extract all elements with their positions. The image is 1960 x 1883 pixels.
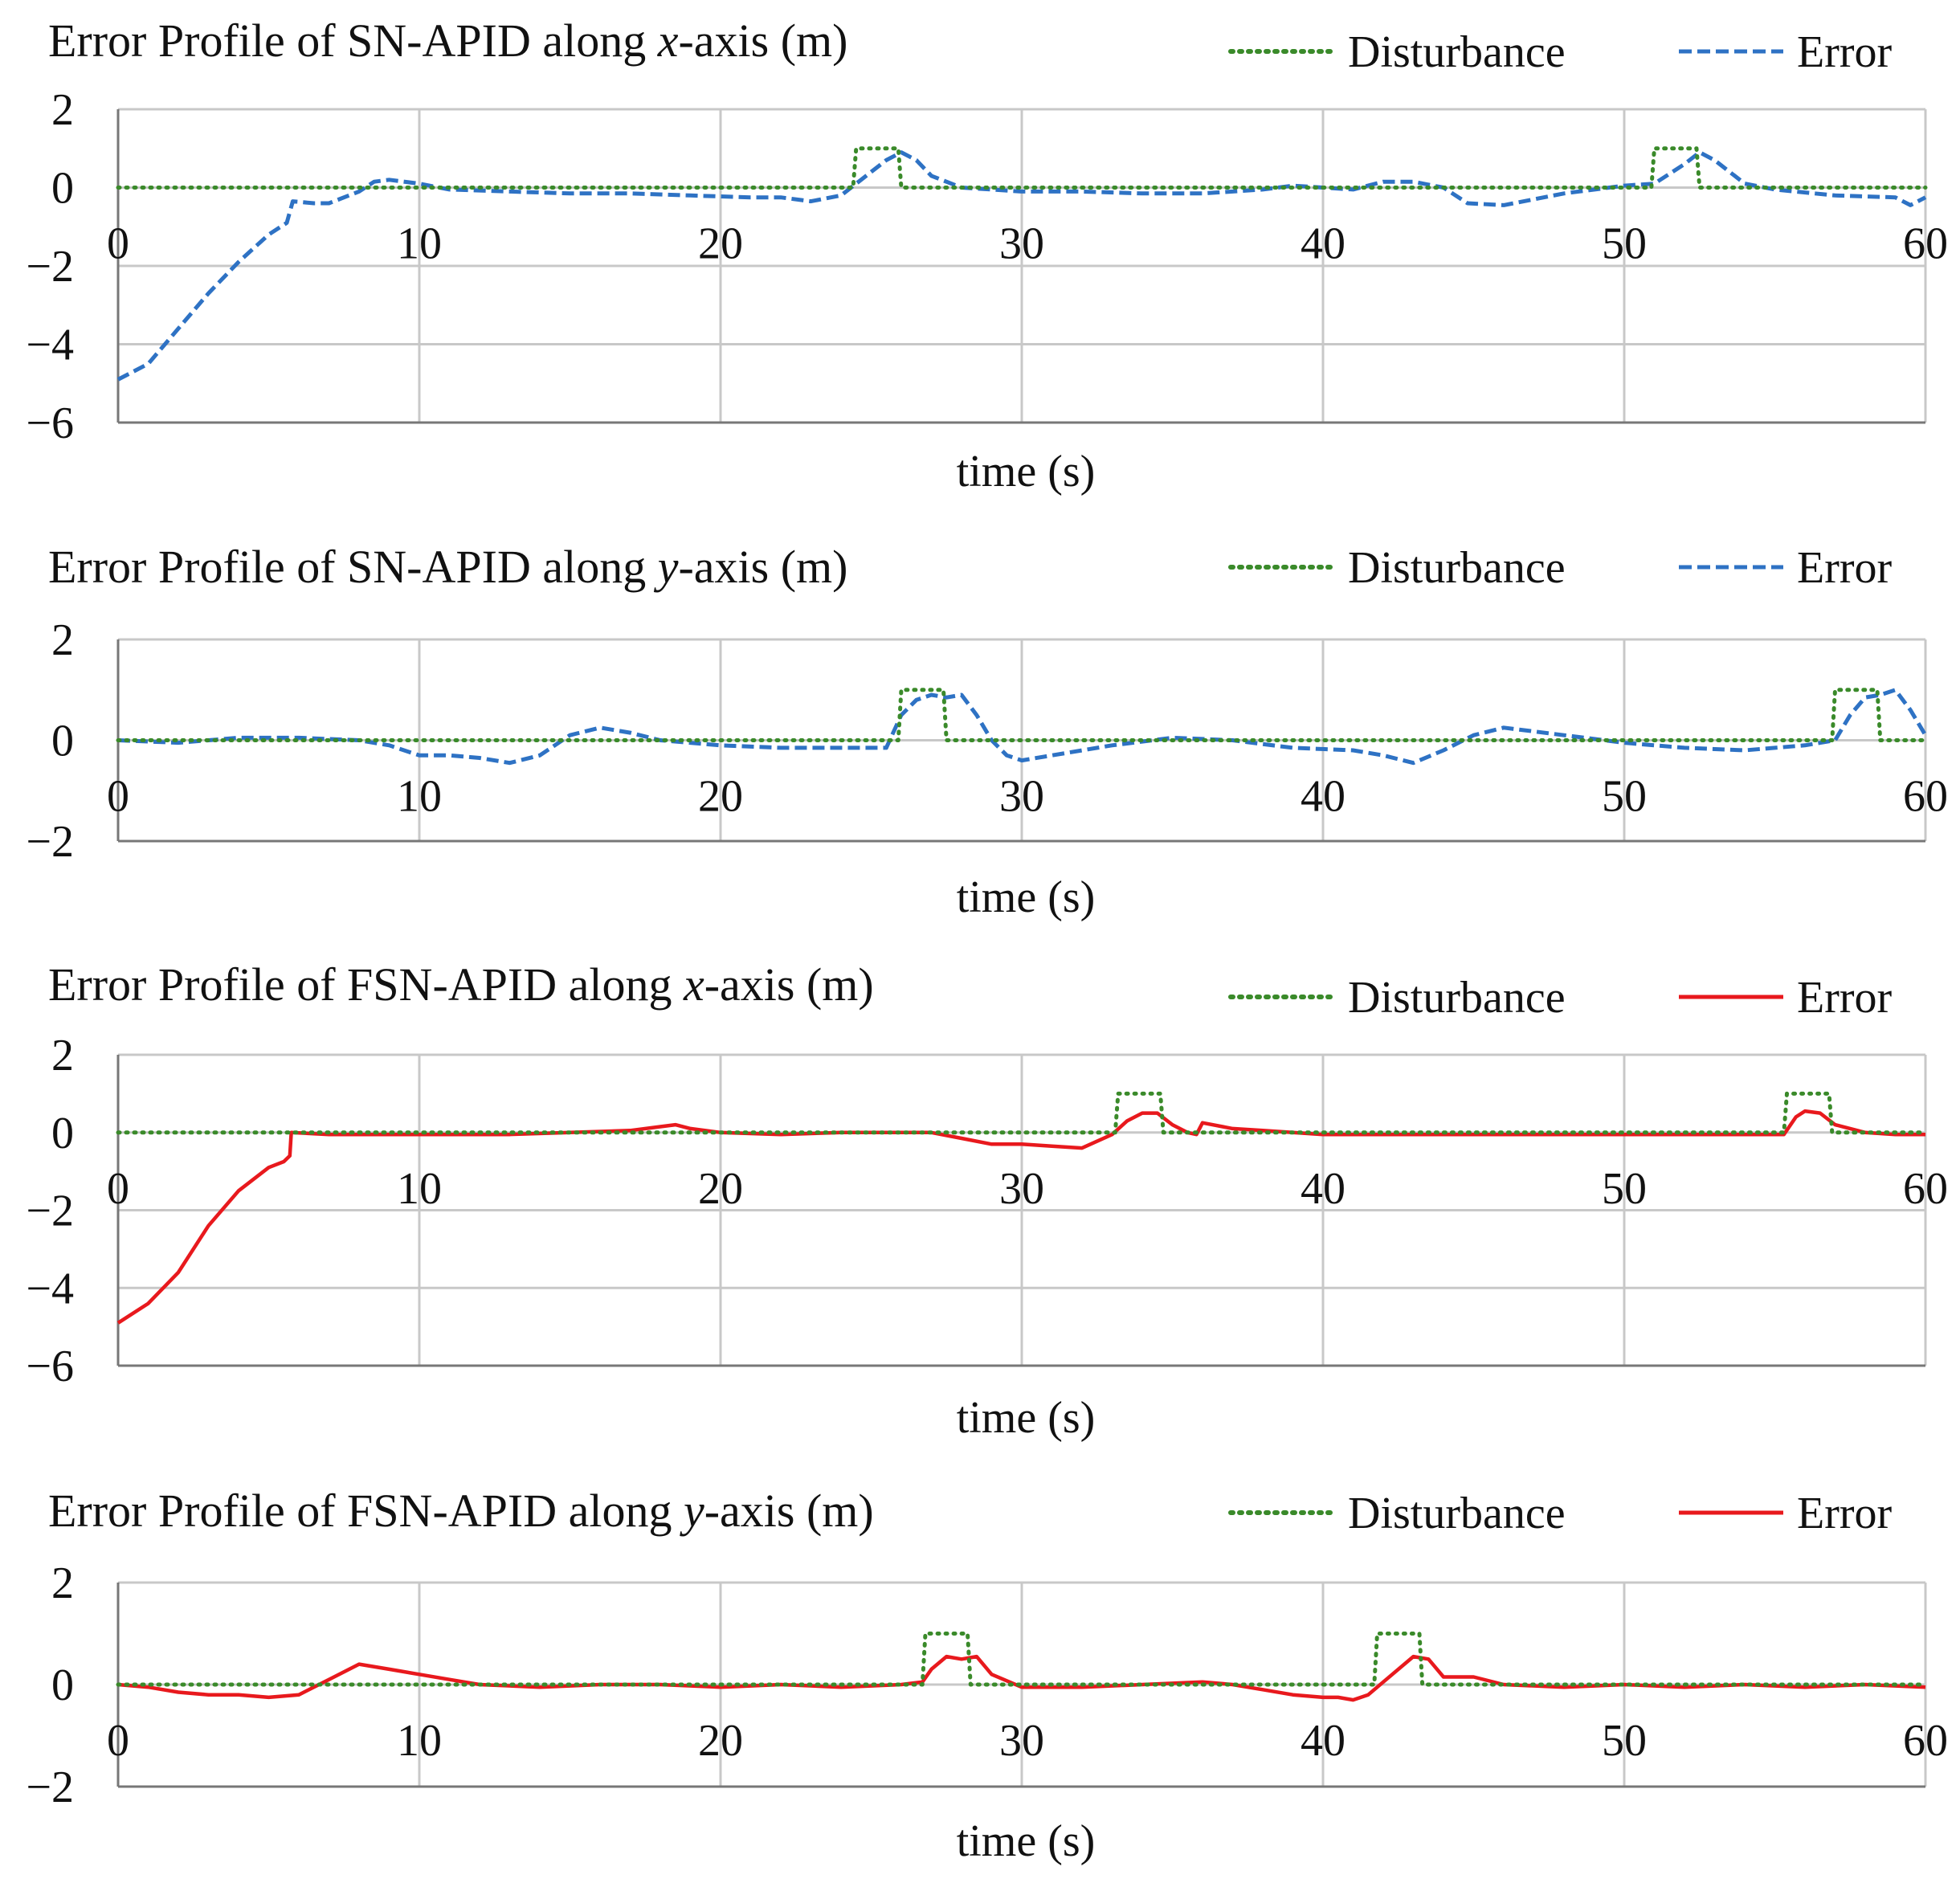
error-series-line bbox=[117, 1654, 1926, 1702]
x-tick-label: 40 bbox=[1301, 219, 1345, 269]
title-suffix: -axis (m) bbox=[704, 958, 874, 1011]
legend-error-label: Error bbox=[1797, 973, 1893, 1023]
x-tick-label: 0 bbox=[107, 1716, 129, 1766]
disturbance-series-line bbox=[116, 1632, 1928, 1687]
chart-title: Error Profile of FSN-APID along x-axis (… bbox=[48, 958, 874, 1011]
x-tick-label: 10 bbox=[397, 219, 442, 269]
y-tick-label: 0 bbox=[51, 717, 74, 766]
x-tick-label: 10 bbox=[397, 772, 442, 822]
x-tick-label: 60 bbox=[1903, 219, 1948, 269]
y-tick-label: −2 bbox=[26, 242, 74, 292]
legend-disturbance-label: Disturbance bbox=[1348, 1489, 1566, 1538]
x-tick-label: 50 bbox=[1602, 1164, 1647, 1214]
x-tick-label: 40 bbox=[1301, 1716, 1345, 1766]
error-series-line bbox=[117, 688, 1928, 766]
x-tick-label: 30 bbox=[999, 772, 1044, 822]
title-prefix: Error Profile of FSN-APID along bbox=[48, 1485, 684, 1537]
legend-error-label: Error bbox=[1797, 27, 1893, 77]
x-tick-label: 50 bbox=[1602, 1716, 1647, 1766]
x-tick-label: 60 bbox=[1903, 1164, 1948, 1214]
y-tick-label: 2 bbox=[51, 85, 74, 135]
x-tick-label: 20 bbox=[698, 219, 743, 269]
y-tick-label: 0 bbox=[51, 164, 74, 214]
x-tick-label: 0 bbox=[107, 772, 129, 822]
x-tick-label: 10 bbox=[397, 1716, 442, 1766]
title-axis: x bbox=[683, 958, 704, 1011]
disturbance-series-line bbox=[116, 688, 1928, 742]
x-tick-label: 10 bbox=[397, 1164, 442, 1214]
x-tick-label: 20 bbox=[698, 1164, 743, 1214]
legend-disturbance-label: Disturbance bbox=[1348, 973, 1566, 1023]
disturbance-series-line bbox=[116, 146, 1928, 190]
legend-error-label: Error bbox=[1797, 1489, 1893, 1538]
chart-panel-2: Error Profile of SN-APID along y-axis (m… bbox=[26, 541, 1948, 922]
x-tick-label: 40 bbox=[1301, 772, 1345, 822]
x-tick-label: 40 bbox=[1301, 1164, 1345, 1214]
x-tick-label: 30 bbox=[999, 219, 1044, 269]
x-tick-label: 60 bbox=[1903, 772, 1948, 822]
title-axis: y bbox=[680, 1485, 704, 1537]
chart-title: Error Profile of SN-APID along y-axis (m… bbox=[48, 541, 847, 593]
title-prefix: Error Profile of FSN-APID along bbox=[48, 958, 684, 1011]
y-tick-label: −4 bbox=[26, 321, 74, 370]
title-suffix: -axis (m) bbox=[678, 14, 847, 67]
chart-title: Error Profile of SN-APID along x-axis (m… bbox=[48, 14, 847, 67]
x-tick-label: 20 bbox=[698, 772, 743, 822]
y-tick-label: −2 bbox=[26, 1763, 74, 1812]
x-tick-label: 50 bbox=[1602, 219, 1647, 269]
y-tick-label: 0 bbox=[51, 1660, 74, 1710]
y-tick-label: 2 bbox=[51, 1031, 74, 1080]
x-axis-label: time (s) bbox=[957, 872, 1096, 922]
title-axis: y bbox=[654, 541, 679, 593]
title-axis: x bbox=[657, 14, 679, 67]
y-tick-label: −4 bbox=[26, 1264, 74, 1313]
y-tick-label: −2 bbox=[26, 817, 74, 867]
x-axis-label: time (s) bbox=[957, 1816, 1096, 1866]
disturbance-series-line bbox=[116, 1091, 1928, 1135]
title-prefix: Error Profile of SN-APID along bbox=[48, 541, 658, 593]
x-tick-label: 30 bbox=[999, 1164, 1044, 1214]
chart-panel-1: Error Profile of SN-APID along x-axis (m… bbox=[26, 14, 1948, 496]
chart-panel-3: Error Profile of FSN-APID along x-axis (… bbox=[26, 958, 1948, 1443]
x-tick-label: 0 bbox=[107, 1164, 129, 1214]
x-axis-label: time (s) bbox=[957, 1393, 1096, 1443]
x-tick-label: 20 bbox=[698, 1716, 743, 1766]
x-tick-label: 50 bbox=[1602, 772, 1647, 822]
title-prefix: Error Profile of SN-APID along bbox=[48, 14, 658, 67]
title-suffix: -axis (m) bbox=[704, 1485, 874, 1537]
y-tick-label: −6 bbox=[26, 398, 74, 448]
legend-disturbance-label: Disturbance bbox=[1348, 27, 1566, 77]
error-series-line bbox=[116, 150, 1927, 382]
y-tick-label: 2 bbox=[51, 1558, 74, 1608]
chart-panel-4: Error Profile of FSN-APID along y-axis (… bbox=[26, 1485, 1948, 1866]
title-suffix: -axis (m) bbox=[678, 541, 847, 593]
y-tick-label: −2 bbox=[26, 1187, 74, 1236]
y-tick-label: 2 bbox=[51, 615, 74, 665]
y-tick-label: 0 bbox=[51, 1109, 74, 1158]
x-tick-label: 30 bbox=[999, 1716, 1044, 1766]
x-axis-label: time (s) bbox=[957, 447, 1096, 496]
x-tick-label: 0 bbox=[107, 219, 129, 269]
x-tick-label: 60 bbox=[1903, 1716, 1948, 1766]
y-tick-label: −6 bbox=[26, 1342, 74, 1391]
legend-disturbance-label: Disturbance bbox=[1348, 543, 1566, 593]
legend-error-label: Error bbox=[1797, 543, 1893, 593]
chart-title: Error Profile of FSN-APID along y-axis (… bbox=[48, 1485, 874, 1537]
